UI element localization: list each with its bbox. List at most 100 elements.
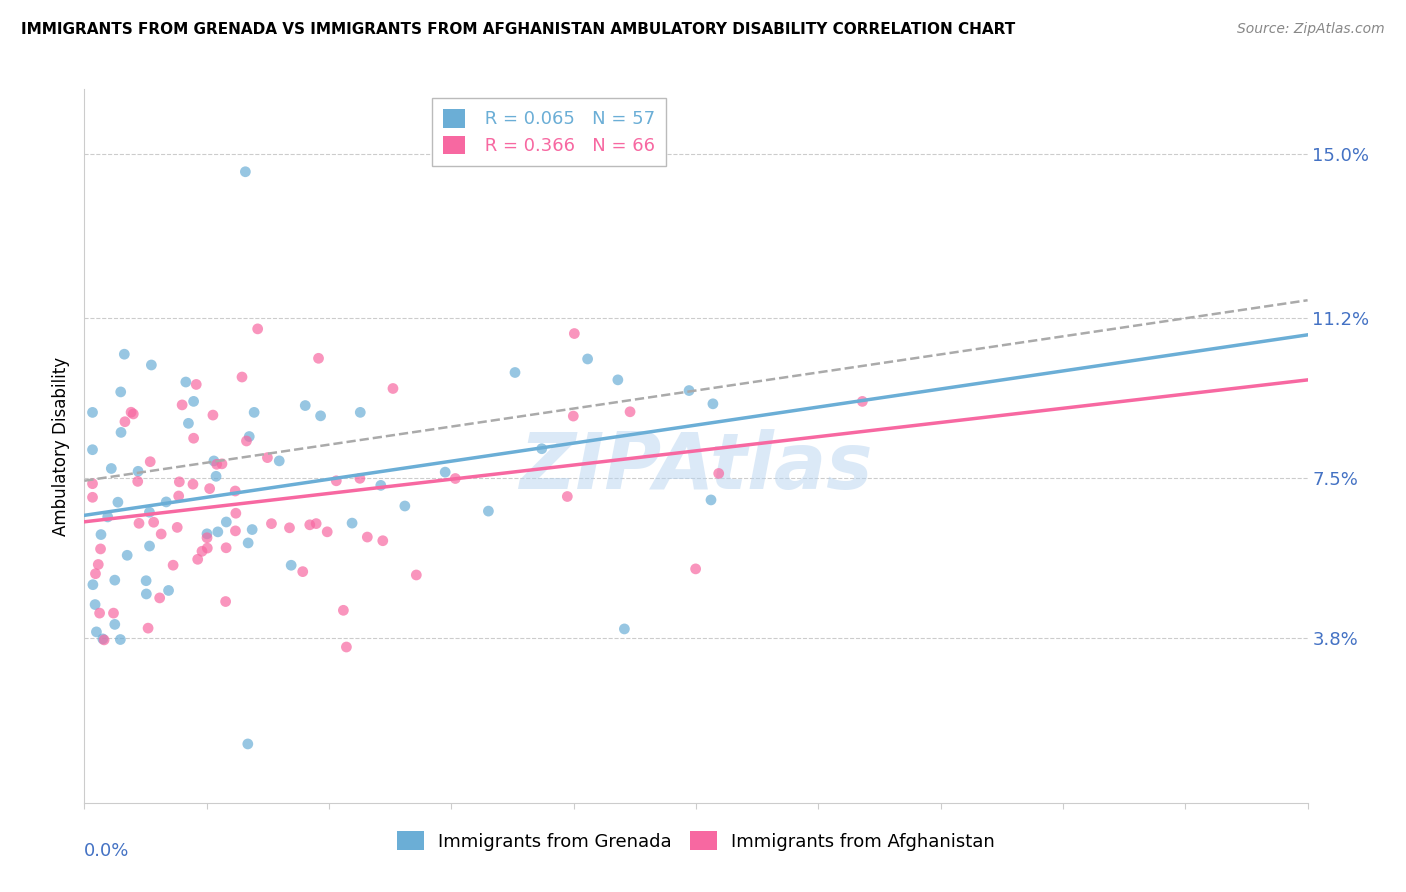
Point xyxy=(195,526,218,541)
Text: IMMIGRANTS FROM GRENADA VS IMMIGRANTS FROM AFGHANISTAN AMBULATORY DISABILITY COR: IMMIGRANTS FROM GRENADA VS IMMIGRANTS FR… xyxy=(21,22,1015,37)
Point xyxy=(104,573,127,587)
Point xyxy=(169,475,191,489)
Point xyxy=(167,489,190,503)
Point xyxy=(90,541,112,556)
Point xyxy=(444,471,467,485)
Point xyxy=(84,598,107,612)
Point xyxy=(371,533,394,548)
Point xyxy=(138,539,160,553)
Point xyxy=(851,394,873,409)
Point xyxy=(91,632,114,646)
Point xyxy=(135,587,157,601)
Point xyxy=(155,495,177,509)
Point xyxy=(503,366,526,380)
Point xyxy=(195,541,218,555)
Point xyxy=(576,351,599,366)
Point xyxy=(260,516,283,531)
Point xyxy=(114,415,136,429)
Point xyxy=(335,640,357,654)
Point xyxy=(309,409,332,423)
Text: 0.0%: 0.0% xyxy=(84,842,129,860)
Point xyxy=(256,450,278,465)
Point xyxy=(215,515,238,529)
Point xyxy=(110,384,132,399)
Point xyxy=(187,552,209,566)
Point xyxy=(381,382,404,396)
Text: Source: ZipAtlas.com: Source: ZipAtlas.com xyxy=(1237,22,1385,37)
Point xyxy=(224,483,246,498)
Point xyxy=(97,510,120,524)
Point xyxy=(110,425,132,440)
Point xyxy=(246,322,269,336)
Text: ZIPAtlas: ZIPAtlas xyxy=(519,429,873,506)
Point xyxy=(82,476,104,491)
Point xyxy=(107,495,129,509)
Point xyxy=(128,516,150,531)
Point xyxy=(120,405,142,419)
Point xyxy=(557,490,579,504)
Point xyxy=(236,536,259,550)
Point xyxy=(82,442,104,457)
Point xyxy=(202,454,225,468)
Point xyxy=(112,347,135,361)
Point xyxy=(606,373,628,387)
Point xyxy=(172,398,194,412)
Point xyxy=(207,524,229,539)
Point xyxy=(235,434,257,448)
Point xyxy=(183,394,205,409)
Point xyxy=(162,558,184,573)
Point xyxy=(142,515,165,529)
Point xyxy=(93,632,115,647)
Point xyxy=(700,492,723,507)
Point xyxy=(707,467,730,481)
Point xyxy=(181,477,204,491)
Point xyxy=(240,523,263,537)
Point xyxy=(243,405,266,419)
Point xyxy=(434,465,457,479)
Point xyxy=(110,632,132,647)
Point xyxy=(174,375,197,389)
Point xyxy=(340,516,363,530)
Point xyxy=(100,461,122,475)
Point xyxy=(305,516,328,531)
Point xyxy=(115,549,138,563)
Point xyxy=(205,469,228,483)
Point xyxy=(214,594,236,608)
Point xyxy=(370,478,392,492)
Point xyxy=(278,521,301,535)
Y-axis label: Ambulatory Disability: Ambulatory Disability xyxy=(52,357,70,535)
Point xyxy=(405,568,427,582)
Point xyxy=(127,464,149,478)
Point xyxy=(280,558,302,573)
Point xyxy=(349,471,371,485)
Point xyxy=(269,454,291,468)
Point xyxy=(477,504,499,518)
Point xyxy=(325,474,347,488)
Point xyxy=(191,544,214,558)
Point xyxy=(138,505,160,519)
Point xyxy=(308,351,330,366)
Point xyxy=(530,442,553,456)
Point xyxy=(183,431,205,445)
Point xyxy=(231,370,253,384)
Point xyxy=(238,429,260,443)
Point xyxy=(205,458,228,472)
Point xyxy=(613,622,636,636)
Point xyxy=(177,417,200,431)
Point xyxy=(201,408,224,422)
Point xyxy=(127,475,149,489)
Point xyxy=(87,558,110,572)
Point xyxy=(316,524,339,539)
Point xyxy=(186,377,208,392)
Point xyxy=(84,566,107,581)
Point xyxy=(291,565,314,579)
Point xyxy=(82,491,104,505)
Point xyxy=(104,617,127,632)
Point xyxy=(685,562,707,576)
Point xyxy=(235,165,257,179)
Point xyxy=(82,405,104,419)
Point xyxy=(619,405,641,419)
Point xyxy=(394,499,416,513)
Point xyxy=(678,384,700,398)
Point xyxy=(150,527,173,541)
